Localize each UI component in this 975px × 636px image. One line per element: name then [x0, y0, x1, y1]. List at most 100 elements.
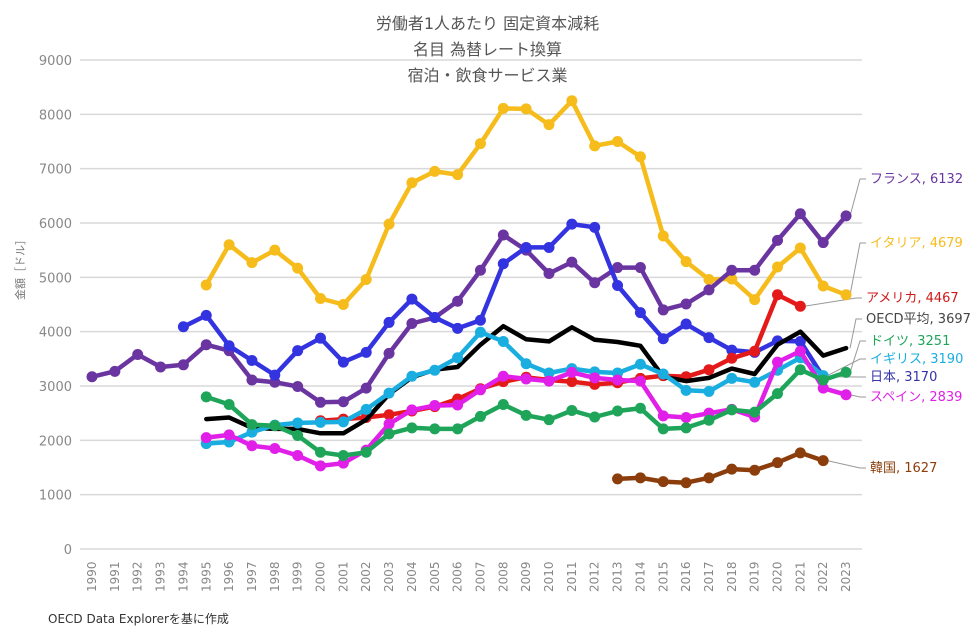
data-point — [269, 244, 281, 256]
data-point — [337, 396, 349, 408]
data-point — [634, 358, 646, 370]
data-point — [337, 299, 349, 310]
y-tick-label: 8000 — [39, 108, 72, 123]
data-point — [200, 432, 212, 444]
data-point — [657, 476, 669, 488]
data-point — [566, 376, 578, 388]
data-point — [497, 398, 509, 410]
x-tick-label: 2018 — [725, 561, 739, 592]
data-point — [292, 417, 304, 429]
series-end-label: OECD平均, 3697 — [866, 312, 971, 327]
x-tick-label: 1995 — [199, 561, 213, 592]
leader-line — [849, 318, 862, 349]
data-point — [794, 300, 806, 312]
y-tick-label: 9000 — [39, 54, 72, 69]
data-point — [429, 400, 441, 412]
data-point — [246, 419, 258, 431]
y-tick-label: 6000 — [39, 217, 72, 232]
data-point — [612, 374, 624, 386]
data-point — [269, 442, 281, 454]
data-point — [817, 382, 829, 394]
series-end-label: スペイン, 2839 — [870, 390, 962, 405]
data-point — [794, 447, 806, 459]
data-point — [749, 464, 761, 476]
series-end-label: アメリカ, 4467 — [866, 291, 959, 306]
data-point — [429, 165, 441, 177]
data-point — [680, 477, 692, 489]
data-point — [794, 335, 806, 347]
series-end-labels: イタリア, 4679 フランス, 6132 日本, 3170 アメリカ, 4467 OE… — [866, 172, 971, 476]
data-point — [200, 339, 212, 351]
data-point — [315, 460, 326, 472]
data-point — [292, 262, 304, 274]
data-point — [703, 274, 715, 286]
x-tick-label: 2008 — [496, 561, 510, 592]
leader-line — [826, 358, 866, 377]
data-point — [772, 388, 783, 400]
data-point — [680, 422, 692, 434]
data-point — [177, 359, 189, 371]
data-point — [634, 472, 646, 484]
data-point — [292, 429, 304, 441]
chart-title-line-1: 労働者1人あたり 固定資本減耗 — [375, 14, 600, 33]
data-point — [543, 268, 555, 280]
data-point — [474, 264, 486, 276]
data-point — [840, 389, 852, 401]
data-point — [337, 450, 349, 462]
series-end-label: ドイツ, 3251 — [870, 334, 950, 349]
data-point — [657, 410, 669, 422]
data-point — [474, 326, 486, 338]
data-point — [703, 364, 715, 376]
data-point — [680, 298, 692, 310]
data-point — [406, 318, 418, 330]
data-point — [840, 210, 852, 222]
x-tick-label: 2001 — [336, 561, 350, 592]
series-line-アメリカ — [318, 292, 803, 424]
data-point — [589, 372, 601, 384]
x-tick-labels: 1990 1991 1992 1993 1994 1995 1996 1997 1998 1999… — [85, 561, 853, 592]
data-point — [360, 346, 372, 358]
x-tick-label: 2004 — [405, 561, 419, 592]
data-point — [383, 347, 395, 359]
data-point — [657, 368, 669, 380]
data-point — [680, 318, 692, 330]
x-tick-label: 2014 — [633, 561, 647, 592]
data-point — [520, 103, 532, 115]
data-point — [383, 218, 395, 230]
data-point — [726, 372, 738, 384]
x-tick-label: 2003 — [382, 561, 396, 592]
data-point — [223, 398, 235, 410]
series-line-イギリス — [204, 329, 826, 446]
data-point — [726, 264, 738, 276]
gridlines — [80, 59, 862, 550]
series-end-label: フランス, 6132 — [870, 172, 963, 187]
data-point — [657, 333, 669, 345]
data-point — [360, 446, 372, 458]
data-point — [223, 239, 235, 251]
data-point — [246, 374, 258, 386]
data-point — [292, 450, 304, 462]
data-point — [612, 279, 624, 291]
data-point — [657, 304, 669, 316]
data-point — [543, 367, 555, 379]
data-point — [817, 455, 829, 467]
data-point — [543, 375, 555, 387]
data-point — [452, 423, 464, 435]
data-point — [360, 403, 372, 415]
data-point — [474, 410, 486, 422]
x-tick-label: 2005 — [428, 561, 442, 592]
data-point — [772, 234, 783, 246]
x-tick-label: 2009 — [519, 561, 533, 592]
data-point — [474, 138, 486, 150]
data-point — [726, 344, 738, 356]
data-point — [474, 384, 486, 396]
data-point — [497, 335, 509, 347]
data-point — [612, 136, 624, 147]
data-point — [406, 404, 418, 416]
data-point — [177, 321, 189, 333]
y-tick-label: 7000 — [39, 163, 72, 178]
data-point — [749, 345, 761, 357]
data-point — [566, 95, 578, 107]
leader-line — [849, 178, 866, 216]
chart-title-line-3: 宿泊・飲食サービス業 — [407, 66, 568, 85]
